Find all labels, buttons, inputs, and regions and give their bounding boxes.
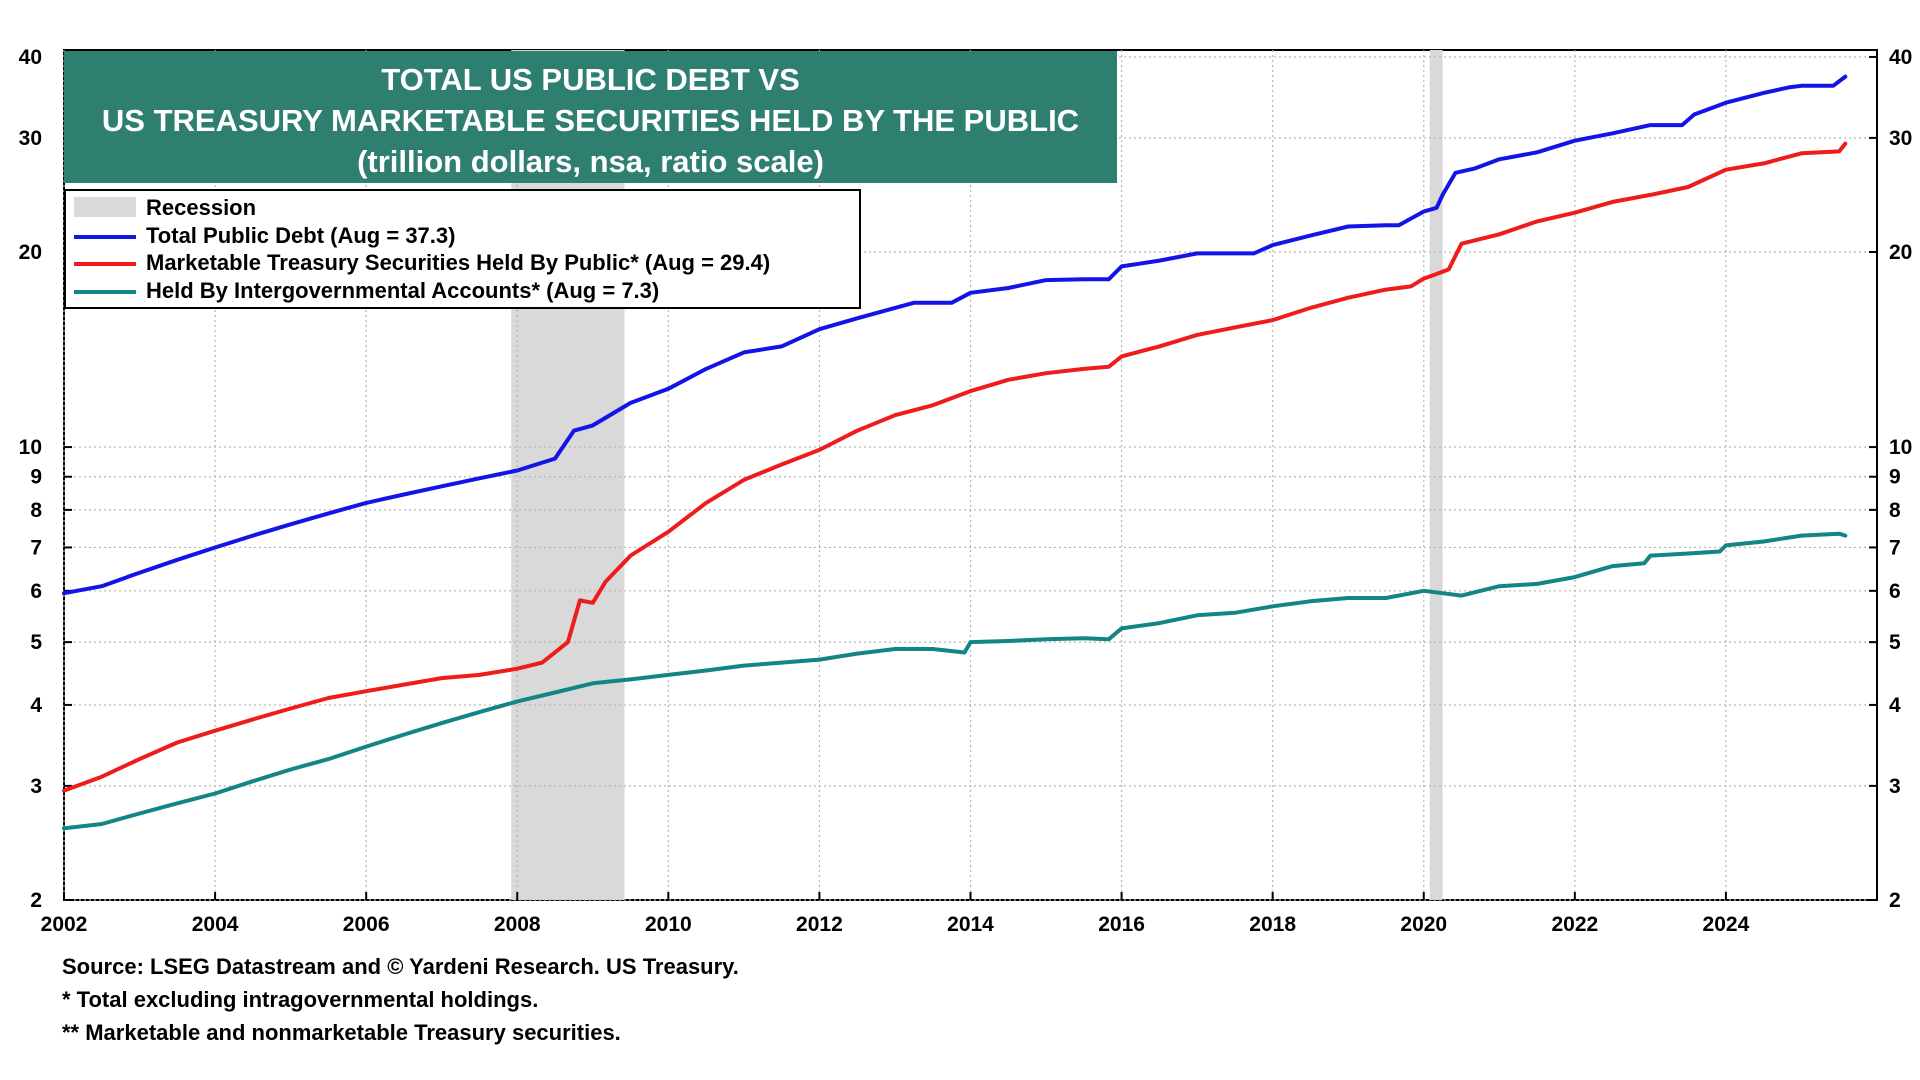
y-tick-label-left: 7 <box>30 536 42 559</box>
series-line-total <box>62 74 1848 596</box>
legend-label-intergov: Held By Intergovernmental Accounts* (Aug… <box>146 277 660 303</box>
chart-title-box: TOTAL US PUBLIC DEBT VS US TREASURY MARK… <box>64 51 1117 183</box>
y-tick-label-right: 9 <box>1889 466 1901 489</box>
x-tick-label: 2006 <box>343 913 390 936</box>
legend-item-recession: Recession <box>74 195 859 223</box>
x-tick-label: 2018 <box>1249 913 1296 936</box>
x-tick-label: 2012 <box>796 913 843 936</box>
y-tick-label-right: 8 <box>1889 499 1901 522</box>
chart-title-line-1: TOTAL US PUBLIC DEBT VS <box>381 62 800 97</box>
y-tick-label-left: 20 <box>19 241 42 264</box>
footnote-1: * Total excluding intragovernmental hold… <box>62 987 539 1012</box>
y-tick-label-right: 7 <box>1889 536 1901 559</box>
x-tick-label: 2004 <box>192 913 239 936</box>
series-line-marketable <box>62 141 1848 793</box>
y-tick-label-right: 2 <box>1889 889 1901 912</box>
y-tick-label-right: 5 <box>1889 631 1901 654</box>
legend-swatch-marketable <box>74 262 136 266</box>
series-layer <box>62 74 1848 831</box>
legend-item-total: Total Public Debt (Aug = 37.3) <box>74 223 859 251</box>
source-note: Source: LSEG Datastream and © Yardeni Re… <box>62 954 739 979</box>
x-tick-label: 2024 <box>1703 913 1750 936</box>
x-tick-label: 2022 <box>1551 913 1598 936</box>
y-tick-label-left: 3 <box>30 775 42 798</box>
y-tick-label-right: 40 <box>1889 46 1912 69</box>
y-tick-label-right: 3 <box>1889 775 1901 798</box>
chart-notes: Source: LSEG Datastream and © Yardeni Re… <box>62 950 739 1049</box>
x-tick-label: 2010 <box>645 913 692 936</box>
footnote-2: ** Marketable and nonmarketable Treasury… <box>62 1020 621 1045</box>
x-tick-label: 2008 <box>494 913 541 936</box>
legend-swatch-recession <box>74 197 136 217</box>
legend-label-recession: Recession <box>146 195 257 220</box>
legend-label-marketable: Marketable Treasury Securities Held By P… <box>146 250 771 275</box>
y-tick-label-left: 6 <box>30 580 42 603</box>
recession-band-2 <box>1429 50 1443 900</box>
y-tick-label-left: 5 <box>30 631 42 654</box>
y-tick-label-left: 8 <box>30 499 42 522</box>
y-tick-label-right: 10 <box>1889 436 1912 459</box>
y-tick-label-left: 9 <box>30 466 42 489</box>
y-tick-label-right: 6 <box>1889 580 1901 603</box>
y-tick-label-left: 4 <box>30 694 42 717</box>
y-tick-label-right: 30 <box>1889 127 1912 150</box>
y-tick-label-right: 4 <box>1889 694 1901 717</box>
chart-subtitle: (trillion dollars, nsa, ratio scale) <box>357 144 824 179</box>
series-line-intergov <box>62 531 1848 831</box>
legend-swatch-intergov <box>74 289 136 294</box>
x-tick-label: 2014 <box>947 913 994 936</box>
x-tick-label: 2002 <box>41 913 88 936</box>
legend-item-intergov: Held By Intergovernmental Accounts* (Aug… <box>74 278 859 306</box>
chart-title-line-2: US TREASURY MARKETABLE SECURITIES HELD B… <box>101 103 1080 138</box>
legend-item-marketable: Marketable Treasury Securities Held By P… <box>74 250 859 278</box>
y-tick-label-left: 10 <box>19 436 42 459</box>
legend-label-total: Total Public Debt (Aug = 37.3) <box>146 222 456 248</box>
y-tick-label-left: 40 <box>19 46 42 69</box>
x-tick-label: 2020 <box>1400 913 1447 936</box>
x-tick-label: 2016 <box>1098 913 1145 936</box>
legend-swatch-total <box>74 234 136 239</box>
y-tick-label-left: 2 <box>30 889 42 912</box>
chart-legend: Recession Total Public Debt (Aug = 37.3)… <box>64 189 861 309</box>
y-tick-label-left: 30 <box>19 127 42 150</box>
y-tick-label-right: 20 <box>1889 241 1912 264</box>
